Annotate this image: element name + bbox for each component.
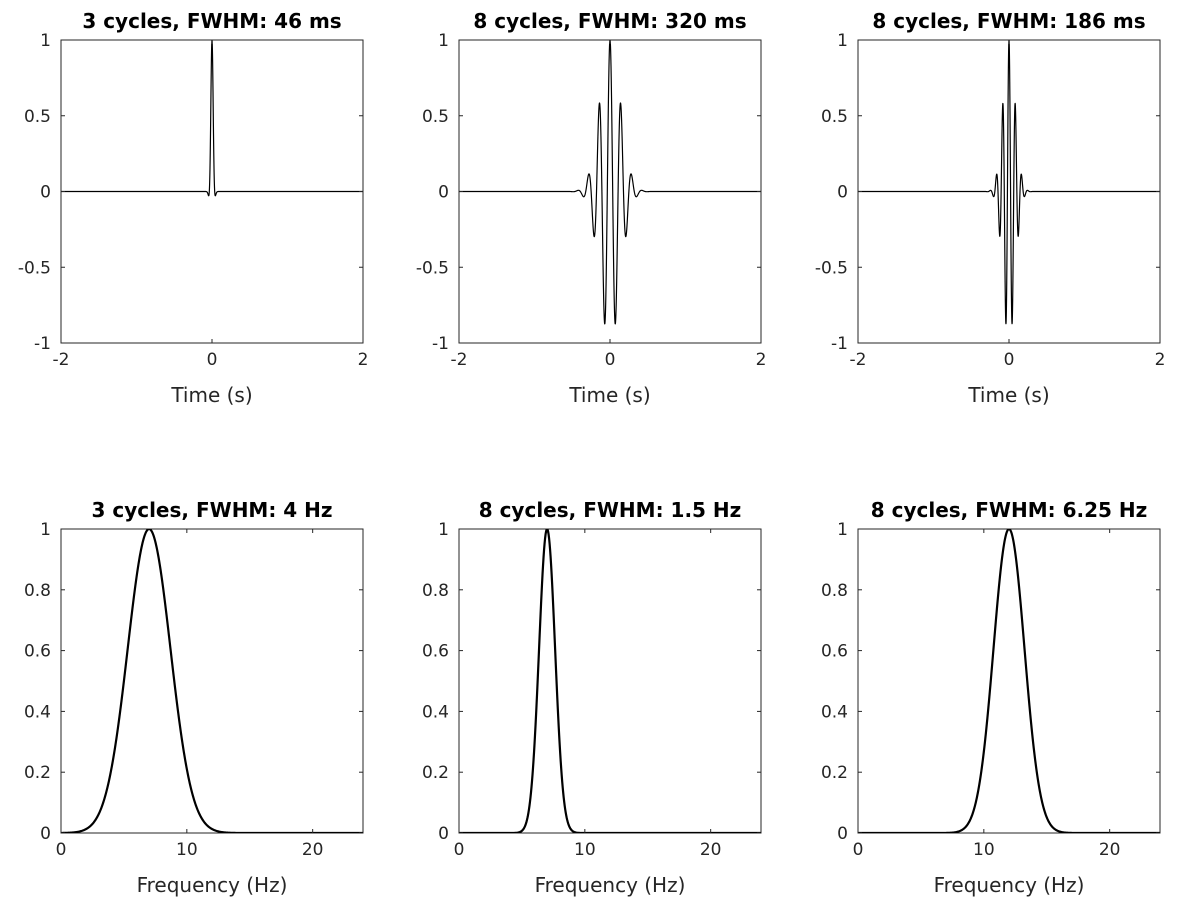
x-tick-label: -2	[53, 350, 70, 370]
panel-title: 8 cycles, FWHM: 320 ms	[473, 9, 746, 33]
axes-box	[60, 528, 364, 834]
y-tick-label: -0.5	[18, 258, 51, 278]
x-tick-label: 10	[973, 840, 995, 860]
y-tick-label: 1	[837, 31, 848, 51]
y-tick-label: 0.5	[24, 107, 51, 127]
panel-5: 0 10 20 0 0.2 0.4 0.6 0.8 1 8 cycles, FWHM: 1.5 H…	[422, 498, 762, 897]
y-tick-label: 0	[837, 824, 848, 844]
x-tick-label: 10	[176, 840, 198, 860]
panel-3: -2 0 2 -1 -0.5 0 0.5 1 8 cycles, FWHM: 186 ms Tim…	[815, 9, 1166, 407]
x-tick-label: -2	[451, 350, 468, 370]
x-tick-label: 0	[605, 350, 616, 370]
panel-title: 3 cycles, FWHM: 46 ms	[82, 9, 341, 33]
y-tick-label: 1	[40, 31, 51, 51]
x-tick-label: 2	[1155, 350, 1166, 370]
panel-title: 8 cycles, FWHM: 1.5 Hz	[479, 498, 742, 522]
y-tick-label: 0	[40, 183, 51, 203]
x-tick-label: 2	[358, 350, 369, 370]
x-axis-label: Time (s)	[967, 383, 1049, 407]
y-tick-label: -0.5	[416, 258, 449, 278]
x-axis-label: Frequency (Hz)	[934, 873, 1085, 897]
y-tick-label: 0	[40, 824, 51, 844]
panel-6: 0 10 20 0 0.2 0.4 0.6 0.8 1 8 cycles, FWHM: 6.25 …	[821, 498, 1161, 897]
y-tick-label: 0.4	[422, 702, 449, 722]
y-tick-label: 0.2	[422, 763, 449, 783]
panel-4: 0 10 20 0 0.2 0.4 0.6 0.8 1 3 cycles, FWHM: 4 Hz F…	[24, 498, 364, 897]
y-tick-label: 0	[837, 183, 848, 203]
x-tick-label: -2	[850, 350, 867, 370]
y-tick-label: 0.6	[422, 642, 449, 662]
y-tick-label: -1	[34, 334, 51, 354]
x-tick-label: 0	[454, 840, 465, 860]
x-tick-label: 20	[1099, 840, 1121, 860]
x-tick-label: 20	[302, 840, 324, 860]
y-tick-label: 0	[438, 824, 449, 844]
y-tick-label: 0.5	[422, 107, 449, 127]
y-tick-label: -0.5	[815, 258, 848, 278]
axes-box	[458, 528, 762, 834]
x-tick-label: 0	[56, 840, 67, 860]
x-tick-label: 20	[700, 840, 722, 860]
x-axis-label: Frequency (Hz)	[137, 873, 288, 897]
y-tick-label: 0.4	[24, 702, 51, 722]
y-tick-label: 1	[837, 520, 848, 540]
x-tick-label: 2	[756, 350, 767, 370]
y-tick-label: 0.6	[821, 642, 848, 662]
panel-2: -2 0 2 -1 -0.5 0 0.5 1 8 cycles, FWHM: 320 ms Tim…	[416, 9, 767, 407]
series-line-1	[459, 40, 761, 325]
x-tick-label: 0	[853, 840, 864, 860]
x-axis-label: Time (s)	[568, 383, 650, 407]
y-tick-label: 0.2	[821, 763, 848, 783]
panel-title: 8 cycles, FWHM: 6.25 Hz	[871, 498, 1148, 522]
panel-title: 3 cycles, FWHM: 4 Hz	[91, 498, 332, 522]
y-tick-label: 0.8	[821, 581, 848, 601]
series-line-1	[858, 40, 1160, 325]
x-tick-label: 10	[574, 840, 596, 860]
y-tick-label: 0.5	[821, 107, 848, 127]
panel-title: 8 cycles, FWHM: 186 ms	[872, 9, 1145, 33]
y-tick-label: -1	[432, 334, 449, 354]
x-tick-label: 0	[1004, 350, 1015, 370]
y-tick-label: -1	[831, 334, 848, 354]
y-tick-label: 0.8	[24, 581, 51, 601]
panel-1: -2 0 2 -1 -0.5 0 0.5 1 3 cycles, FWHM: 46 ms Time…	[18, 9, 369, 407]
axes-box	[857, 528, 1161, 834]
x-axis-label: Frequency (Hz)	[535, 873, 686, 897]
x-tick-label: 0	[207, 350, 218, 370]
y-tick-label: 1	[40, 520, 51, 540]
x-axis-label: Time (s)	[170, 383, 252, 407]
series-line-1	[61, 40, 363, 197]
y-tick-label: 1	[438, 520, 449, 540]
y-tick-label: 0	[438, 183, 449, 203]
y-tick-label: 1	[438, 31, 449, 51]
series-line-1	[61, 529, 363, 833]
y-tick-label: 0.2	[24, 763, 51, 783]
y-tick-label: 0.6	[24, 642, 51, 662]
y-tick-label: 0.8	[422, 581, 449, 601]
y-tick-label: 0.4	[821, 702, 848, 722]
